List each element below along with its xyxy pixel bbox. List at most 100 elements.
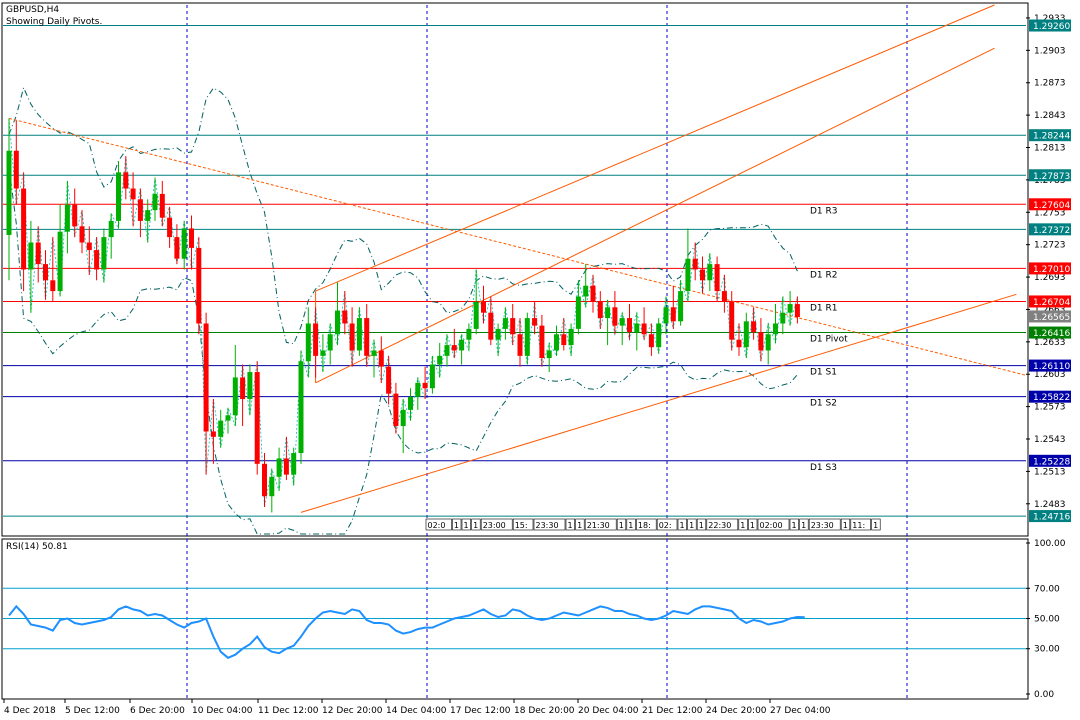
candle-body [502,318,508,329]
candle-body [364,318,370,356]
candle-body [240,377,246,400]
price-tick-label: 1.2753 [1034,208,1066,218]
candle-body [590,285,596,302]
timeframe-chip [696,518,707,531]
timeframe-chip-label: 23:00 [483,521,506,530]
timeframe-chip [738,518,748,531]
candle-body [663,307,669,324]
main-chart-frame [1,2,1029,537]
candle-body [64,204,70,232]
timeframe-chip [757,518,790,531]
timeframe-chip [636,518,657,531]
candle-body [181,228,187,259]
candle-body [736,339,742,348]
candle-body [641,323,647,335]
time-tick-label: 27 Dec 04:00 [770,706,831,716]
timeframe-chip-label: 18: [638,521,651,530]
candle-body [612,307,618,326]
candle-body [298,361,304,454]
candle-body [327,334,333,351]
time-tick-label: 12 Dec 20:00 [322,706,383,716]
candle-body [481,301,486,313]
timeframe-chip [461,518,471,531]
price-tick-label: 1.2843 [1034,111,1066,121]
candle-body [305,323,311,362]
time-axis: 4 Dec 2018 5 Dec 12:00 6 Dec 20:00 10 Dec 0… [3,699,831,716]
candle-body [130,188,136,200]
pivot-label: D1 R2 [810,270,838,280]
price-tag-box [1029,310,1071,323]
candle-body [714,264,720,292]
candle-body [313,323,319,356]
price-tag-box [1029,223,1071,236]
candle-body [247,372,253,400]
candle-body [488,312,494,340]
candle-body [451,345,457,351]
timeframe-chip-label: 1 [750,521,755,530]
candle-body [554,334,559,351]
rsi-line [8,604,805,659]
time-tick-label: 18 Dec 20:00 [514,706,575,716]
timeframe-chip-label: 1 [689,521,694,530]
candle-body [152,193,158,211]
price-tag-box [1029,326,1071,339]
price-tag-label: 1.27010 [1033,265,1070,275]
candle-body [656,323,662,348]
timeframe-chip [471,518,481,531]
candle-body [429,364,435,389]
candle-body [196,247,202,324]
candle-body [145,210,151,221]
time-tick-label: 14 Dec 04:00 [386,706,447,716]
rsi-tick-label: 0.00 [1034,690,1054,700]
pivot-level-lines [3,25,1026,517]
price-tag-box [1029,359,1071,372]
rsi-tick-label: 100.00 [1034,539,1066,549]
candle-body [291,453,297,475]
candle-body [94,250,100,270]
timeframe-chip [748,518,758,531]
timeframe-chip-label: 1 [843,521,848,530]
time-tick-label: 24 Dec 20:00 [706,706,767,716]
timeframe-chip [480,518,513,531]
candle-body [408,396,413,410]
time-tick-label: 4 Dec 2018 [4,706,56,716]
timeframe-chip [584,518,617,531]
timeframe-chip [656,518,678,531]
candle-body [72,204,78,227]
candle-body [101,237,107,270]
candle-body [743,321,749,348]
timeframe-chip-label: 1 [619,521,624,530]
candle-body [137,199,143,221]
candle-body [378,350,384,367]
timeframe-chip-label: 1 [699,521,704,530]
candle-body [174,237,180,259]
timeframe-chip-label: 02:0 [428,521,446,530]
timeframe-chip-label: 1 [577,521,582,530]
candle-body [43,264,48,281]
zigzag-path [8,118,798,508]
timeframe-chip-label: 1 [628,521,633,530]
timeframe-chip-label: 22:30 [708,521,731,530]
candle-body [159,193,165,218]
zigzag-line [8,118,798,508]
timeframe-strip: 02:0 1 1 1 23:00 15: 23:30 1 1 21:30 1 1 18: 02: 1 1 1 22… [425,518,881,531]
upper-band-line [8,86,798,345]
price-tick-label: 1.2663 [1034,305,1066,315]
envelope-bands [8,86,798,535]
price-tick-label: 1.2603 [1034,370,1066,380]
timeframe-chip-label: 1 [464,521,469,530]
candle-body [210,431,216,437]
candle-body [218,420,224,437]
timeframe-chip [575,518,585,531]
timeframe-chip [789,518,799,531]
candle-body [568,328,574,346]
candle-body [6,150,12,235]
candle-body [386,366,392,394]
channel-line [315,4,995,292]
time-tick-label: 11 Dec 12:00 [258,706,319,716]
timeframe-chip [808,518,841,531]
timeframe-chip-label: 21:30 [587,521,610,530]
price-tag-label: 1.27604 [1033,201,1070,211]
timeframe-chip-label: 1 [801,521,806,530]
